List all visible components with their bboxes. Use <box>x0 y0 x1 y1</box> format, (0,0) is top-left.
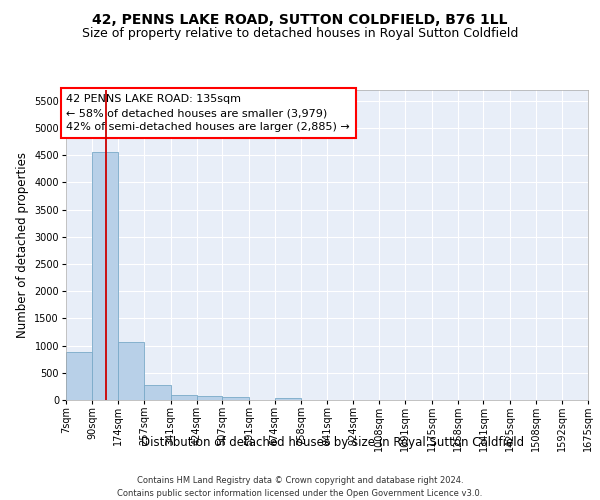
Text: 42 PENNS LAKE ROAD: 135sqm
← 58% of detached houses are smaller (3,979)
42% of s: 42 PENNS LAKE ROAD: 135sqm ← 58% of deta… <box>67 94 350 132</box>
Bar <box>223 397 249 400</box>
Text: Size of property relative to detached houses in Royal Sutton Coldfield: Size of property relative to detached ho… <box>82 28 518 40</box>
Bar <box>170 395 197 400</box>
Bar <box>197 396 223 400</box>
Text: Contains HM Land Registry data © Crown copyright and database right 2024.
Contai: Contains HM Land Registry data © Crown c… <box>118 476 482 498</box>
Text: 42, PENNS LAKE ROAD, SUTTON COLDFIELD, B76 1LL: 42, PENNS LAKE ROAD, SUTTON COLDFIELD, B… <box>92 12 508 26</box>
Y-axis label: Number of detached properties: Number of detached properties <box>16 152 29 338</box>
Bar <box>144 384 170 400</box>
Text: Distribution of detached houses by size in Royal Sutton Coldfield: Distribution of detached houses by size … <box>142 436 524 449</box>
Bar <box>275 398 301 400</box>
Bar <box>66 352 92 400</box>
Bar <box>118 342 144 400</box>
Bar <box>92 152 118 400</box>
